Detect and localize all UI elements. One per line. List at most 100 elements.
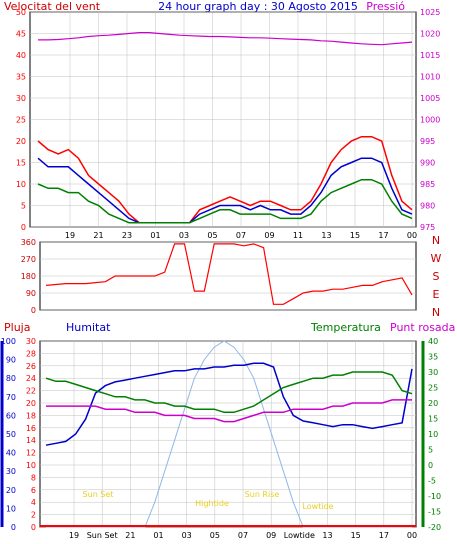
wind-series-pressure	[38, 31, 413, 46]
direction-compass-label: W	[431, 252, 442, 265]
rain-tick: 4	[31, 498, 36, 507]
humidity-tick: 60	[6, 411, 16, 420]
direction-compass-label: E	[433, 288, 440, 301]
wind-speed-tick: 35	[16, 73, 26, 82]
temp-series-punt rosada	[46, 399, 412, 423]
wind-speed-tick: 25	[16, 116, 26, 125]
wind-time-tick: 13	[321, 231, 331, 240]
temp-time-tick: 13	[322, 531, 332, 540]
pressure-tick: 1010	[420, 73, 440, 82]
rain-tick: 30	[26, 337, 36, 346]
temperature-tick: 10	[428, 430, 438, 439]
direction-degree-tick: 270	[21, 255, 36, 264]
temperature-tick: 40	[428, 337, 438, 346]
wind-series	[37, 31, 413, 224]
wind-time-tick: 05	[207, 231, 217, 240]
pressure-tick: 1000	[420, 116, 440, 125]
annotation-label: Lowtide	[302, 502, 333, 511]
temperature-tick: 5	[428, 446, 433, 455]
rain-tick: 16	[26, 424, 36, 433]
temperature-tick: -10	[428, 492, 441, 501]
humidity-tick: 100	[1, 337, 16, 346]
rain-tick: 0	[31, 523, 36, 532]
pressure-axis-label: Pressió	[366, 0, 405, 13]
wind-speed-tick: 50	[16, 8, 26, 17]
humidity-ticks: 0 10 20 30 40 50 60 70 80 90 100	[1, 337, 16, 532]
rain-tick: 6	[31, 486, 36, 495]
humidity-tick: 80	[6, 374, 16, 383]
wind-time-tick: 21	[93, 231, 103, 240]
temperature-tick: 0	[428, 461, 433, 470]
pressure-tick: 1025	[420, 8, 440, 17]
temperature-tick: -15	[428, 508, 441, 517]
wind-time-tick: 00	[407, 231, 417, 240]
wind-time-tick: 01	[150, 231, 160, 240]
direction-compass-label: N	[432, 234, 440, 247]
pressure-tick: 1005	[420, 94, 440, 103]
rain-tick: 10	[26, 461, 36, 470]
temperature-tick: 15	[428, 415, 438, 424]
temperature-tick: 35	[428, 353, 438, 362]
temp-time-tick: Sun Set	[87, 531, 118, 540]
rain-tick: 8	[31, 473, 36, 482]
temp-time-ticks: 19 Sun Set 21 01 03 05 07 09 Lowtide 13 15 17 00	[69, 531, 417, 540]
wind-speed-tick: 15	[16, 159, 26, 168]
direction-line	[45, 243, 413, 305]
wind-time-tick: 09	[264, 231, 274, 240]
wind-speed-axis-label: Velocitat del vent	[4, 0, 101, 13]
temp-time-tick: 07	[238, 531, 248, 540]
temperature-tick: -5	[428, 477, 436, 486]
pressure-tick: 985	[420, 180, 435, 189]
wind-series-average	[37, 157, 413, 224]
rain-tick: 26	[26, 362, 36, 371]
wind-time-ticks: 19 21 23 01 03 05 07 09 11 13 15 17 00	[65, 231, 417, 240]
chart-title: 24 hour graph day : 30 Agosto 2015	[158, 0, 358, 13]
temp-time-tick: 01	[153, 531, 163, 540]
wind-speed-ticks: 0 5 10 15 20 25 30 35 40 45 50	[16, 8, 26, 232]
dewpoint-axis-label: Punt rosada	[390, 321, 455, 334]
humidity-axis-label: Humitat	[66, 321, 111, 334]
direction-degree-tick: 90	[26, 289, 36, 298]
wind-speed-tick: 10	[16, 180, 26, 189]
humidity-tick: 20	[6, 486, 16, 495]
rain-tick: 14	[26, 436, 36, 445]
humidity-tick: 30	[6, 467, 16, 476]
temperature-tick: -20	[428, 523, 441, 532]
wind-time-tick: 23	[122, 231, 132, 240]
temperature-tick: 25	[428, 384, 438, 393]
wind-time-tick: 11	[293, 231, 303, 240]
rain-axis-label: Pluja	[4, 321, 30, 334]
temp-series-temperatura	[45, 371, 413, 414]
rain-tick: 24	[26, 374, 36, 383]
temp-series-humitat	[45, 362, 413, 446]
direction-series	[45, 243, 413, 305]
rain-tick: 28	[26, 349, 36, 358]
wind-speed-tick: 20	[16, 137, 26, 146]
humidity-tick: 40	[6, 449, 16, 458]
annotation-label: Sun Set	[83, 490, 114, 499]
humidity-tick: 50	[6, 430, 16, 439]
humidity-tick: 90	[6, 356, 16, 365]
wind-time-tick: 07	[236, 231, 246, 240]
direction-degree-tick: 180	[21, 272, 36, 281]
direction-grid	[40, 241, 416, 311]
rain-tick: 20	[26, 399, 36, 408]
temp-time-tick: 17	[379, 531, 389, 540]
pressure-tick: 980	[420, 202, 435, 211]
temp-time-tick: 19	[69, 531, 79, 540]
annotation-label: Sun Rise	[245, 490, 280, 499]
event-annotations: Sun Set Hightide Sun Rise Lowtide	[83, 490, 334, 511]
wind-time-tick: 19	[65, 231, 75, 240]
wind-speed-tick: 5	[21, 202, 26, 211]
rain-tick: 12	[26, 449, 36, 458]
wind-speed-tick: 40	[16, 51, 26, 60]
rain-tick: 2	[31, 511, 36, 520]
pressure-tick: 995	[420, 137, 435, 146]
temp-time-tick: 00	[407, 531, 417, 540]
temp-time-tick: 15	[351, 531, 361, 540]
annotation-label: Hightide	[195, 499, 229, 508]
rain-tick: 18	[26, 411, 36, 420]
